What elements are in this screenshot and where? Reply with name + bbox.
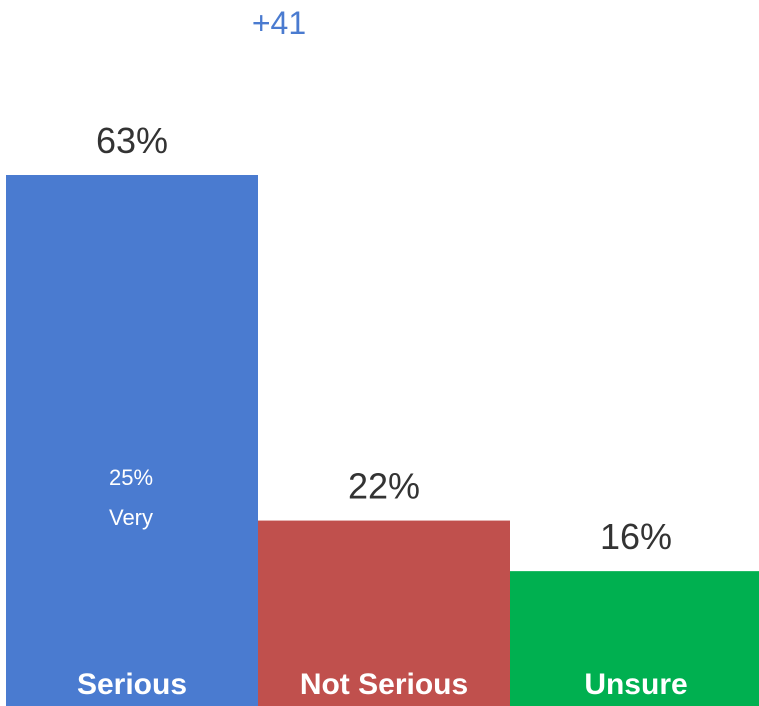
- value-label-serious: 63%: [96, 120, 168, 161]
- sub-label-value: 25%: [109, 465, 153, 490]
- sub-label-text: Very: [109, 505, 153, 530]
- bar-not-serious: [258, 520, 510, 706]
- bar-serious: [6, 175, 258, 706]
- bars-group: 63% Serious 22% Not Serious 16% Unsure: [6, 120, 759, 706]
- net-difference-label: +41: [252, 5, 306, 41]
- category-label-serious: Serious: [77, 668, 187, 701]
- value-label-unsure: 16%: [600, 516, 672, 557]
- value-label-not-serious: 22%: [348, 466, 420, 507]
- category-label-unsure: Unsure: [584, 668, 687, 701]
- bar-unsure: [510, 571, 759, 706]
- category-label-not-serious: Not Serious: [300, 668, 468, 701]
